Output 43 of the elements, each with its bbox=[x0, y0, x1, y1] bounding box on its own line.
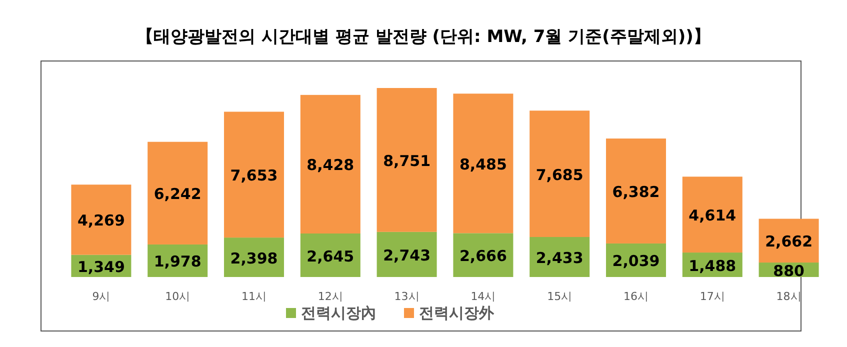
bar bbox=[453, 94, 514, 234]
data-label: 1,349 bbox=[77, 258, 125, 276]
data-label: 8,485 bbox=[459, 155, 507, 174]
data-label: 2,666 bbox=[459, 247, 507, 266]
x-tick-label: 17시 bbox=[700, 290, 725, 303]
data-label: 2,398 bbox=[230, 249, 278, 268]
x-tick-label: 9시 bbox=[92, 290, 110, 303]
x-tick-label: 14시 bbox=[470, 290, 496, 303]
x-tick-label: 13시 bbox=[394, 290, 420, 303]
bar bbox=[71, 184, 132, 255]
x-tick-label: 16시 bbox=[624, 290, 648, 303]
x-tick-label: 10시 bbox=[165, 290, 190, 303]
bar bbox=[376, 232, 437, 277]
data-label: 6,382 bbox=[612, 183, 660, 201]
bar bbox=[682, 176, 742, 253]
bar bbox=[606, 138, 666, 244]
x-tick-label: 15시 bbox=[547, 290, 572, 303]
data-label: 2,662 bbox=[765, 232, 813, 251]
data-label: 880 bbox=[773, 262, 804, 280]
bar bbox=[376, 88, 437, 232]
data-label: 1,488 bbox=[688, 256, 736, 275]
data-label: 2,743 bbox=[383, 246, 431, 264]
data-label: 4,614 bbox=[688, 206, 736, 225]
bar bbox=[224, 112, 284, 238]
data-label: 2,645 bbox=[306, 247, 354, 266]
legend-label: 전력시장外 bbox=[419, 304, 495, 322]
data-label: 8,428 bbox=[306, 156, 354, 174]
legend-label: 전력시장內 bbox=[301, 304, 376, 322]
bar bbox=[148, 142, 208, 244]
data-label: 2,039 bbox=[612, 252, 660, 270]
x-tick-label: 11시 bbox=[242, 290, 266, 303]
data-label: 7,653 bbox=[230, 166, 278, 185]
data-label: 6,242 bbox=[154, 185, 202, 204]
data-label: 8,751 bbox=[383, 152, 431, 170]
bar bbox=[530, 110, 590, 237]
x-tick-label: 18시 bbox=[776, 290, 802, 303]
bar bbox=[300, 94, 360, 234]
data-label: 4,269 bbox=[77, 212, 125, 230]
data-label: 2,433 bbox=[536, 248, 584, 267]
data-label: 7,685 bbox=[536, 166, 584, 184]
chart-title: 【태양광발전의 시간대별 평균 발전량 (단위: MW, 7월 기준(주말제외))】 bbox=[136, 27, 710, 47]
data-label: 1,978 bbox=[154, 252, 202, 271]
x-tick-label: 12시 bbox=[318, 290, 343, 303]
